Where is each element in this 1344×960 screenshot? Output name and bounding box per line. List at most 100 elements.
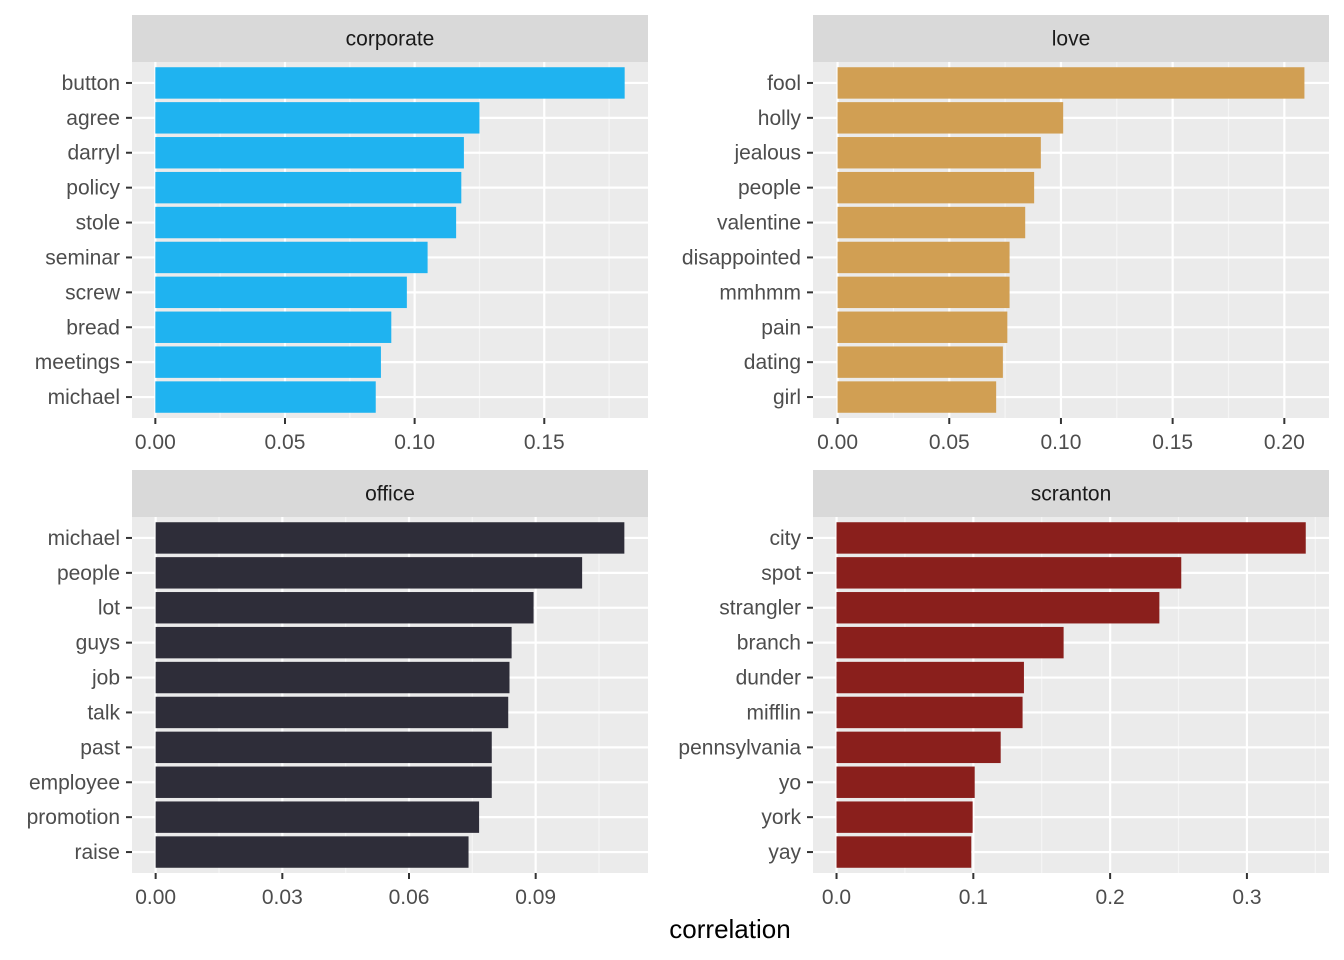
y-tick-label: policy [66,177,120,200]
bar-holly [837,102,1064,134]
bar-guys [155,626,512,659]
x-tick-label: 0.20 [1264,431,1305,454]
y-tick-label: york [761,806,801,829]
y-tick-label: lot [98,597,120,620]
bar-button [155,67,625,99]
facet-strip [132,470,648,517]
bar-valentine [837,206,1026,239]
x-tick-label: 0.00 [135,431,176,454]
y-tick-label: agree [66,107,120,130]
y-tick-label: dating [744,351,801,374]
bar-dating [837,346,1003,378]
facet-panel-scranton: scranton city spot strangler branch dunder mif… [678,470,1329,909]
bar-meetings [155,346,381,378]
bar-dunder [836,661,1024,694]
y-tick-label: spot [761,562,801,585]
y-tick-label: mifflin [747,701,801,724]
y-tick-label: people [57,562,120,585]
y-tick-label: people [738,177,801,200]
bar-screw [155,276,407,309]
y-tick-label: employee [29,771,120,794]
y-tick-label: girl [773,386,801,409]
y-tick-label: disappointed [682,246,801,269]
facet-strip [132,15,648,62]
bar-michael [155,522,625,554]
x-tick-label: 0.1 [959,886,988,909]
y-tick-label: valentine [717,212,801,235]
facet-panel-love: love fool holly jealous people valentine disap… [682,15,1329,454]
bar-yay [836,836,972,868]
bar-york [836,801,973,833]
bar-fool [837,67,1305,99]
y-tick-label: holly [758,107,802,130]
y-tick-label: talk [87,701,120,724]
bar-michael [155,381,376,413]
x-tick-label: 0.05 [265,431,306,454]
bar-promotion [155,801,480,833]
y-tick-label: seminar [45,246,120,269]
bar-disappointed [837,241,1010,274]
x-tick-label: 0.10 [394,431,435,454]
facet-panel-office: office michael people lot guys job talk past emp… [27,470,648,909]
x-tick-label: 0.0 [822,886,851,909]
y-tick-label: meetings [35,351,120,374]
x-axis-title: correlation [669,914,790,944]
y-tick-label: pennsylvania [678,736,801,759]
bar-bread [155,311,392,343]
y-tick-label: pain [761,316,801,339]
y-tick-label: yay [768,841,801,864]
bar-darryl [155,137,464,169]
bar-agree [155,102,480,134]
bar-talk [155,696,509,729]
x-tick-label: 0.15 [524,431,565,454]
facet-strip [813,470,1329,517]
x-tick-label: 0.2 [1096,886,1125,909]
facet-strip [813,15,1329,62]
bar-employee [155,766,492,798]
bar-policy [155,171,462,204]
bar-seminar [155,241,428,274]
bar-pain [837,311,1008,343]
y-tick-label: promotion [27,806,120,829]
y-tick-label: raise [74,841,120,864]
y-tick-label: michael [48,527,120,550]
bar-yo [836,766,975,798]
x-tick-label: 0.00 [135,886,176,909]
bar-pennsylvania [836,731,1001,764]
x-tick-label: 0.3 [1232,886,1261,909]
y-tick-label: darryl [67,142,120,165]
y-tick-label: stole [76,212,120,235]
bar-girl [837,381,997,413]
y-tick-label: city [770,527,802,550]
bar-stole [155,206,457,239]
bar-people [837,171,1035,204]
y-tick-label: button [62,72,120,95]
bar-job [155,661,510,694]
x-tick-label: 0.03 [262,886,303,909]
bar-mmhmm [837,276,1010,309]
y-tick-label: yo [779,771,801,794]
y-tick-label: dunder [736,667,801,690]
x-tick-label: 0.05 [929,431,970,454]
facet-title: office [365,483,415,506]
panels-layer: corporate button agree darryl policy stole sem… [27,15,1329,909]
bar-raise [155,836,469,868]
bar-past [155,731,492,764]
y-tick-label: fool [767,72,801,95]
y-tick-label: screw [65,281,121,304]
bar-lot [155,592,534,624]
y-tick-label: branch [737,632,801,655]
facet-panel-corporate: corporate button agree darryl policy stole sem… [35,15,648,454]
y-tick-label: bread [66,316,120,339]
bar-people [155,557,583,589]
x-tick-label: 0.00 [817,431,858,454]
bar-mifflin [836,696,1023,729]
x-tick-label: 0.06 [389,886,430,909]
y-tick-label: job [91,667,120,690]
bar-spot [836,557,1182,589]
x-tick-label: 0.10 [1041,431,1082,454]
x-tick-label: 0.09 [515,886,556,909]
facet-title: corporate [346,28,435,51]
bar-city [836,522,1306,554]
